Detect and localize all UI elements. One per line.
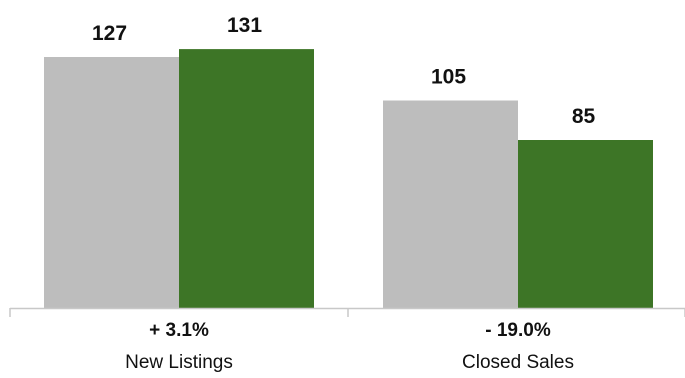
value-label-closed-sales-series-2: 85 bbox=[572, 105, 596, 128]
change-label-closed-sales: - 19.0% bbox=[485, 320, 551, 341]
bars-layer bbox=[44, 49, 653, 308]
value-label-new-listings-series-2: 131 bbox=[227, 14, 262, 37]
bar-closed-sales-series-1 bbox=[383, 100, 518, 308]
bar-closed-sales-series-2 bbox=[518, 140, 653, 308]
category-label-new-listings: New Listings bbox=[125, 352, 233, 373]
x-axis: + 3.1% New Listings - 19.0% Closed Sales bbox=[9, 307, 685, 373]
labels-layer: 127 131 105 85 bbox=[92, 14, 596, 128]
change-label-new-listings: + 3.1% bbox=[149, 320, 209, 341]
value-label-closed-sales-series-1: 105 bbox=[431, 66, 466, 89]
bar-new-listings-series-1 bbox=[44, 57, 179, 308]
bar-new-listings-series-2 bbox=[179, 49, 314, 308]
value-label-new-listings-series-1: 127 bbox=[92, 22, 127, 45]
category-label-closed-sales: Closed Sales bbox=[462, 352, 574, 373]
